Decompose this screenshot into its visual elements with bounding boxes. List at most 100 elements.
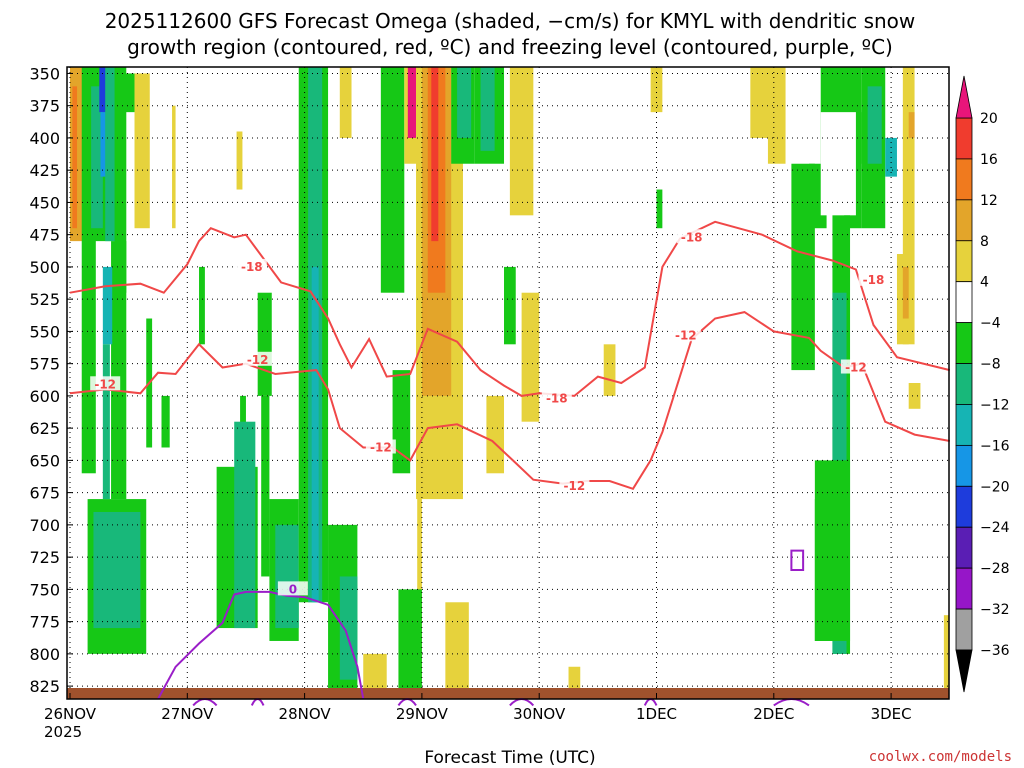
- omega-shade-patch: [102, 266, 113, 345]
- x-tick-label: 29NOV: [396, 705, 449, 723]
- omega-shade-patch: [504, 266, 516, 345]
- colorbar-label: −8: [980, 357, 1001, 373]
- contour-label-bg: [365, 439, 396, 454]
- x-tick-label: 1DEC: [636, 705, 677, 723]
- y-tick-label: 700: [29, 516, 60, 535]
- omega-shade-patch: [417, 344, 422, 680]
- contour-label-bg: [242, 351, 273, 366]
- colorbar-segment: [955, 485, 973, 528]
- contour-line-freezing-level-fragment: [250, 698, 265, 706]
- omega-shade-patch: [240, 395, 246, 448]
- colorbar-label: 4: [980, 275, 989, 291]
- chart-title-line-1: 2025112600 GFS Forecast Omega (shaded, −…: [105, 9, 916, 33]
- colorbar-segment: [955, 199, 973, 242]
- y-tick-label: 400: [29, 129, 60, 148]
- contour-label: -12: [94, 377, 116, 391]
- contour-label: 0: [289, 582, 297, 596]
- x-tick-label: 2DEC: [753, 705, 794, 723]
- omega-shade-patch: [99, 67, 108, 113]
- colorbar-top-arrow: [955, 75, 973, 119]
- contour-label-bg: [90, 376, 121, 391]
- colorbar-segment: [955, 281, 973, 324]
- ground-surface: [67, 688, 949, 699]
- contour-line-dsg-m18: [69, 220, 951, 397]
- x-tick-label: 30NOV: [513, 705, 566, 723]
- omega-shade-patch: [431, 67, 439, 242]
- contour-label-bg: [840, 359, 871, 374]
- omega-shade-patch: [100, 112, 107, 177]
- omega-shade-patch: [902, 266, 909, 319]
- x-axis: 26NOV 27NOV 28NOV 29NOV 30NOV 1DEC 2DEC 3DEC: [44, 693, 912, 723]
- omega-shade-patch: [102, 344, 110, 500]
- colorbar-segment: [955, 608, 973, 651]
- y-axis: 350 375 400 425 450 475 500 525 550 575 600 625 650 6…: [29, 64, 73, 696]
- omega-shade-patch: [257, 292, 272, 396]
- y-tick-label: 725: [29, 548, 60, 567]
- contour-label-bg: [559, 478, 590, 493]
- colorbar-segment: [955, 158, 973, 201]
- omega-shade-patch: [275, 524, 299, 629]
- y-tick-label: 750: [29, 580, 60, 599]
- omega-shade-patch: [172, 105, 176, 229]
- contour-label: -12: [247, 353, 269, 367]
- colorbar-label: −16: [980, 438, 1010, 454]
- omega-shade-patch: [122, 73, 135, 113]
- contour-label-bg: [676, 229, 707, 244]
- y-tick-label: 625: [29, 419, 60, 438]
- omega-shade-patch: [339, 67, 352, 138]
- omega-shade-patch: [457, 67, 472, 138]
- omega-shade-patch: [650, 67, 663, 113]
- omega-shading: [70, 67, 949, 688]
- x-axis-year: 2025: [44, 723, 82, 741]
- colorbar-segment: [955, 444, 973, 487]
- x-tick-label: 28NOV: [279, 705, 332, 723]
- omega-shade-patch: [603, 344, 616, 396]
- colorbar: 20 16 12 8 4 −4 −8 −12 −16 −20 −24 −28 −32 −36: [955, 75, 1010, 693]
- contour-label-bg: [277, 581, 308, 596]
- omega-shade-patch: [791, 163, 815, 371]
- omega-shade-patch: [234, 421, 256, 629]
- colorbar-label: 16: [980, 152, 998, 168]
- colorbar-segment: [955, 322, 973, 364]
- gridlines: [67, 67, 949, 699]
- contour-label: -12: [845, 361, 867, 375]
- colorbar-label: −24: [980, 520, 1010, 536]
- y-tick-label: 800: [29, 645, 60, 664]
- omega-shade-patch: [521, 292, 540, 422]
- colorbar-segment: [955, 404, 973, 446]
- contour-label: -12: [564, 479, 586, 493]
- omega-shade-patch: [111, 241, 127, 500]
- y-tick-label: 575: [29, 355, 60, 374]
- contour-label: -12: [675, 328, 697, 342]
- x-tick-label: 3DEC: [871, 705, 912, 723]
- omega-shade-patch: [445, 602, 469, 688]
- colorbar-label: −20: [980, 479, 1010, 495]
- y-tick-label: 550: [29, 322, 60, 341]
- contour-label: -18: [863, 273, 885, 287]
- contours: -12 -18 -12 -12 -18 -12 -18 -12 -18 -12 0: [69, 220, 951, 707]
- colorbar-label: −28: [980, 561, 1010, 577]
- colorbar-bottom-arrow: [955, 649, 973, 693]
- colorbar-segment: [955, 363, 973, 405]
- omega-shade-patch: [114, 67, 127, 293]
- contour-line-freezing-level: [157, 590, 365, 700]
- omega-shade-patch: [867, 86, 882, 164]
- colorbar-label: −36: [980, 643, 1010, 659]
- y-tick-label: 450: [29, 193, 60, 212]
- omega-shade-patch: [398, 589, 422, 688]
- y-tick-label: 775: [29, 613, 60, 632]
- omega-shade-patch: [908, 112, 915, 138]
- contour-label-bg: [858, 271, 889, 286]
- y-tick-label: 600: [29, 387, 60, 406]
- omega-shade-patch: [943, 615, 949, 688]
- contour-label-bg: [236, 258, 267, 273]
- contour-line-freezing-level-fragment: [790, 549, 805, 572]
- colorbar-segment: [955, 240, 973, 283]
- colorbar-label: −4: [980, 316, 1001, 332]
- omega-shade-patch: [380, 67, 405, 293]
- x-tick-label: 26NOV: [44, 705, 97, 723]
- y-tick-label: 500: [29, 258, 60, 277]
- omega-shade-patch: [93, 511, 141, 629]
- omega-shade-patch: [568, 666, 581, 688]
